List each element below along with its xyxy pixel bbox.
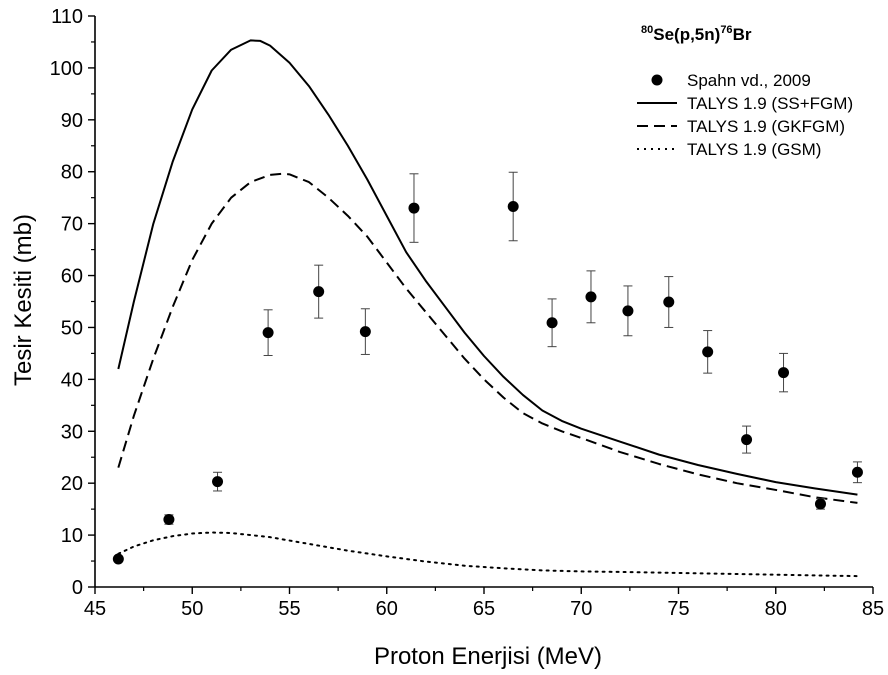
data-point: [814, 498, 826, 510]
x-tick-label: 55: [278, 598, 300, 620]
data-point: [663, 276, 675, 328]
data-point: [851, 461, 863, 484]
x-tick-label: 70: [570, 598, 592, 620]
y-axis-title: Tesir Kesiti (mb): [10, 214, 37, 386]
legend-label: TALYS 1.9 (GKFGM): [687, 117, 845, 136]
y-tick-label: 10: [61, 525, 83, 547]
data-marker: [408, 202, 420, 214]
y-tick-label: 90: [61, 110, 83, 132]
data-point: [585, 270, 597, 324]
y-tick-label: 50: [61, 317, 83, 339]
data-marker: [622, 305, 634, 317]
data-point: [741, 425, 753, 454]
data-point: [408, 173, 420, 243]
data-point: [313, 264, 325, 319]
data-point: [507, 171, 519, 242]
data-marker: [212, 476, 224, 488]
data-marker: [313, 286, 325, 298]
experimental-points: [112, 171, 863, 565]
y-tick-label: 70: [61, 214, 83, 236]
talys-solid-curve: [117, 39, 858, 496]
data-marker: [507, 201, 519, 213]
y-tick-label: 60: [61, 266, 83, 288]
title-reaction: Se(p,5n): [653, 25, 720, 44]
legend: Spahn vd., 2009 TALYS 1.9 (SS+FGM) TALYS 1…: [637, 71, 853, 159]
data-marker: [359, 326, 371, 338]
data-marker: [546, 317, 558, 329]
data-point: [359, 308, 371, 355]
legend-label: TALYS 1.9 (GSM): [687, 140, 821, 159]
data-point: [212, 471, 224, 492]
x-tick-label: 85: [862, 598, 884, 620]
title-superscript-mass-number-product: 76: [720, 24, 732, 36]
data-marker: [262, 327, 274, 339]
y-tick-label: 0: [72, 577, 83, 599]
data-marker: [778, 367, 790, 379]
data-marker: [741, 434, 753, 446]
data-marker: [163, 514, 175, 526]
data-point: [702, 330, 714, 374]
y-tick-label: 40: [61, 369, 83, 391]
data-marker: [702, 346, 714, 358]
y-tick-label: 100: [50, 58, 83, 80]
data-marker: [814, 498, 826, 510]
x-tick-label: 50: [181, 598, 203, 620]
title-product-element: Br: [733, 25, 752, 44]
data-point: [622, 285, 634, 337]
ticks: 45 50 55 60 65 70 75 80 85 0 10 20 30 40 50 60 70 80 90 100…: [50, 6, 885, 620]
data-marker: [663, 296, 675, 308]
x-tick-label: 65: [473, 598, 495, 620]
data-marker: [585, 291, 597, 303]
y-tick-label: 30: [61, 421, 83, 443]
y-tick-label: 20: [61, 473, 83, 495]
data-point: [778, 352, 790, 393]
legend-label: TALYS 1.9 (SS+FGM): [687, 94, 853, 113]
data-point: [112, 553, 124, 565]
data-point: [262, 309, 274, 356]
y-tick-label: 110: [51, 6, 83, 28]
x-axis-title: Proton Enerjisi (MeV): [374, 643, 602, 670]
data-point: [163, 514, 175, 526]
data-point: [546, 298, 558, 348]
data-marker: [112, 553, 124, 565]
talys-dashed-curve: [117, 172, 858, 504]
legend-label: Spahn vd., 2009: [687, 71, 811, 90]
title-superscript-mass-number-target: 80: [641, 24, 653, 36]
x-tick-label: 80: [765, 598, 787, 620]
y-tick-label: 80: [61, 162, 83, 184]
theory-curves: [117, 39, 859, 578]
chart-title: 80Se(p,5n)76Br: [641, 24, 752, 44]
data-marker: [851, 466, 863, 478]
legend-marker-experimental: [651, 74, 663, 86]
x-tick-label: 75: [667, 598, 689, 620]
x-tick-label: 60: [376, 598, 398, 620]
talys-dotted-curve: [117, 531, 859, 578]
x-tick-label: 45: [84, 598, 106, 620]
